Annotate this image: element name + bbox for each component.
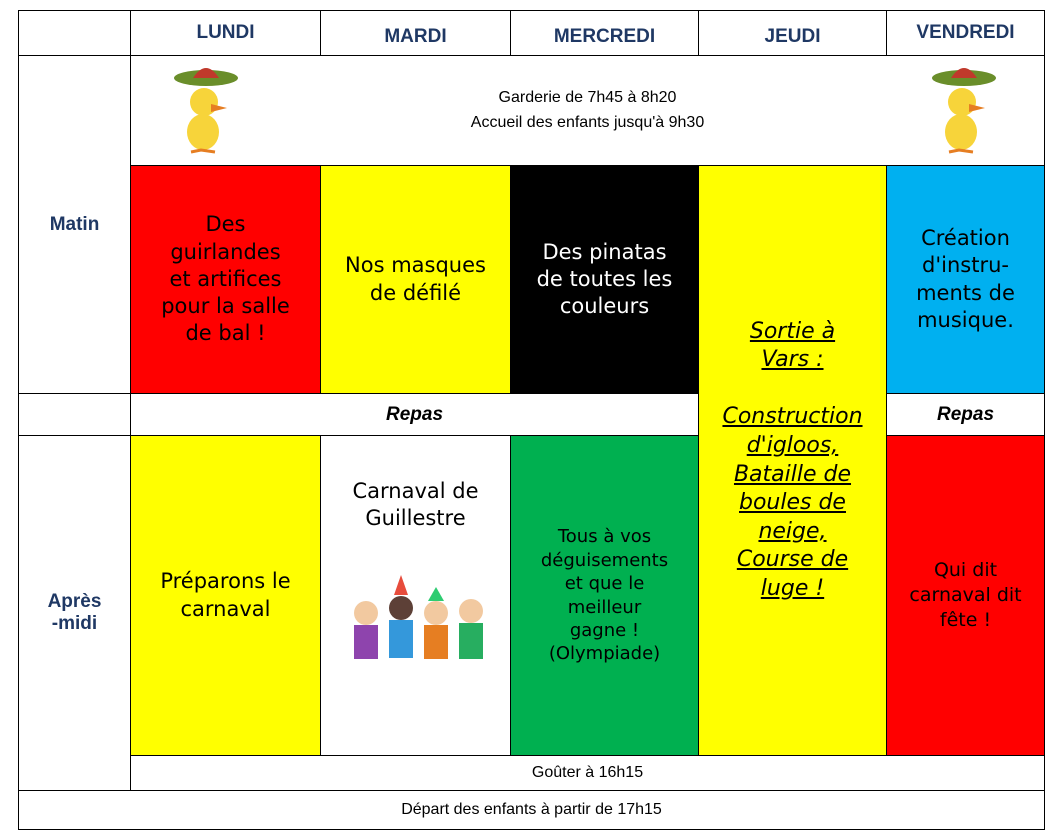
activity-cell: Préparons le carnaval [130, 435, 321, 756]
activity-text: Carnaval de Guillestre [352, 479, 479, 531]
garderie-cell: Garderie de 7h45 à 8h20 Accueil des enfa… [130, 55, 1045, 166]
day-header: MARDI [320, 10, 511, 56]
activity-cell: Nos masques de défilé [320, 165, 511, 394]
repas-cell: Repas [886, 393, 1045, 436]
activity-cell: Des pinatas de toutes les couleurs [510, 165, 699, 394]
corner-cell [18, 10, 131, 56]
apres-midi-label: Après -midi [18, 435, 131, 791]
jeudi-cell: Sortie à Vars : Construction d'igloos, B… [698, 165, 887, 756]
activity-cell: Qui dit carnaval dit fête ! [886, 435, 1045, 756]
depart-cell: Départ des enfants à partir de 17h15 [18, 790, 1045, 830]
activity-cell: Carnaval de Guillestre [320, 435, 511, 756]
day-header: LUNDI [130, 10, 321, 56]
activity-cell: Tous à vos déguisements et que le meille… [510, 435, 699, 756]
duck-icon [932, 68, 996, 154]
matin-label: Matin [18, 55, 131, 394]
duck-icon [174, 68, 238, 154]
empty-cell [18, 393, 131, 436]
day-header: JEUDI [698, 10, 887, 56]
activity-cell: Des guirlandes et artifices pour la sall… [130, 165, 321, 394]
day-header: VENDREDI [886, 10, 1045, 56]
day-header: MERCREDI [510, 10, 699, 56]
garderie-line: Accueil des enfants jusqu'à 9h30 [470, 113, 705, 131]
gouter-cell: Goûter à 16h15 [130, 755, 1045, 791]
activity-cell: Création d'instru- ments de musique. [886, 165, 1045, 394]
repas-cell: Repas [130, 393, 699, 436]
garderie-line: Garderie de 7h45 à 8h20 [498, 88, 677, 106]
carnival-icon [353, 574, 483, 659]
